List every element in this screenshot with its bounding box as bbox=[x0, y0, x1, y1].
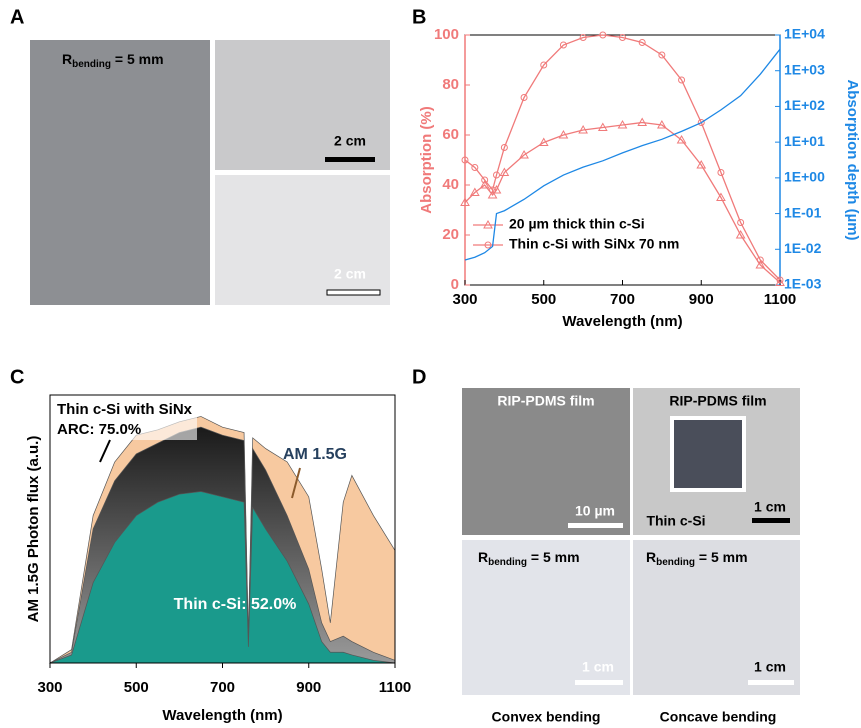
panel-label: B bbox=[412, 6, 426, 28]
y2-tick-label: 1E+02 bbox=[784, 97, 825, 113]
scale-label: 10 µm bbox=[575, 503, 615, 519]
scale-bar bbox=[752, 518, 790, 523]
scale-label: 1 cm bbox=[754, 659, 786, 675]
scale-label: 2 cm bbox=[334, 266, 366, 282]
y2-tick-label: 1E+03 bbox=[784, 61, 825, 77]
panel-label: C bbox=[10, 366, 24, 388]
scale-bar bbox=[748, 680, 794, 685]
x-tick-label: 700 bbox=[210, 679, 235, 696]
x-tick-label: 300 bbox=[452, 291, 477, 308]
photo bbox=[215, 40, 390, 170]
legend-label: Thin c-Si with SiNx 70 nm bbox=[509, 236, 679, 252]
x-tick-label: 1100 bbox=[379, 679, 412, 696]
photo bbox=[215, 175, 390, 305]
y2-tick-label: 1E-02 bbox=[784, 240, 822, 256]
page: A B C D Rbending = 5 mm 2 cm 2 cm RIP-PD… bbox=[0, 0, 861, 728]
y-tick-label: 20 bbox=[442, 226, 459, 243]
annotation-text: Thin c-Si with SiNx ARC: 75.0% bbox=[57, 400, 197, 440]
y2-tick-label: 1E+00 bbox=[784, 169, 825, 185]
film bbox=[672, 418, 744, 490]
annotation: Thin c-Si with SiNx ARC: 75.0% bbox=[57, 400, 197, 444]
x-axis-title: Wavelength (nm) bbox=[162, 707, 282, 724]
caption: Convex bending bbox=[492, 709, 601, 725]
scale-bar bbox=[575, 680, 623, 685]
y-tick-label: 40 bbox=[442, 176, 459, 193]
y2-tick-label: 1E+04 bbox=[784, 26, 825, 42]
x-tick-label: 700 bbox=[610, 291, 635, 308]
scale-label: 1 cm bbox=[582, 659, 614, 675]
photo-label: Thin c-Si bbox=[646, 513, 705, 529]
y-axis-title: AM 1.5G Photon flux (a.u.) bbox=[25, 436, 42, 623]
legend-label: 20 µm thick thin c-Si bbox=[509, 216, 645, 232]
caption: Concave bending bbox=[660, 709, 777, 725]
y2-tick-label: 1E+01 bbox=[784, 133, 825, 149]
scale-bar bbox=[327, 290, 380, 295]
photo bbox=[30, 40, 210, 305]
x-tick-label: 1100 bbox=[764, 291, 797, 308]
y2-tick-label: 1E-01 bbox=[784, 204, 822, 220]
y-tick-label: 60 bbox=[442, 126, 459, 143]
photo-label: RIP-PDMS film bbox=[669, 393, 766, 409]
y-axis-title: Absorption (%) bbox=[418, 106, 435, 213]
y2-tick-label: 1E-03 bbox=[784, 276, 822, 292]
x-tick-label: 900 bbox=[689, 291, 714, 308]
photo-label: RIP-PDMS film bbox=[497, 393, 594, 409]
annotation: Thin c-Si: 52.0% bbox=[174, 596, 297, 613]
scale-bar bbox=[568, 523, 623, 528]
annotation: AM 1.5G bbox=[283, 446, 347, 463]
y-tick-label: 80 bbox=[442, 76, 459, 93]
y-tick-label: 100 bbox=[434, 26, 459, 43]
panel-label: A bbox=[10, 6, 24, 28]
scale-label: 2 cm bbox=[334, 133, 366, 149]
y-tick-label: 0 bbox=[451, 276, 459, 293]
figure: A B C D Rbending = 5 mm 2 cm 2 cm RIP-PD… bbox=[0, 0, 861, 728]
x-tick-label: 500 bbox=[124, 679, 149, 696]
x-tick-label: 300 bbox=[37, 679, 62, 696]
scale-label: 1 cm bbox=[754, 499, 786, 515]
x-tick-label: 900 bbox=[296, 679, 321, 696]
panel-label: D bbox=[412, 366, 426, 388]
x-axis-title: Wavelength (nm) bbox=[562, 313, 682, 330]
x-tick-label: 500 bbox=[531, 291, 556, 308]
scale-bar bbox=[325, 157, 375, 162]
y2-axis-title: Absorption depth (µm) bbox=[844, 79, 861, 240]
